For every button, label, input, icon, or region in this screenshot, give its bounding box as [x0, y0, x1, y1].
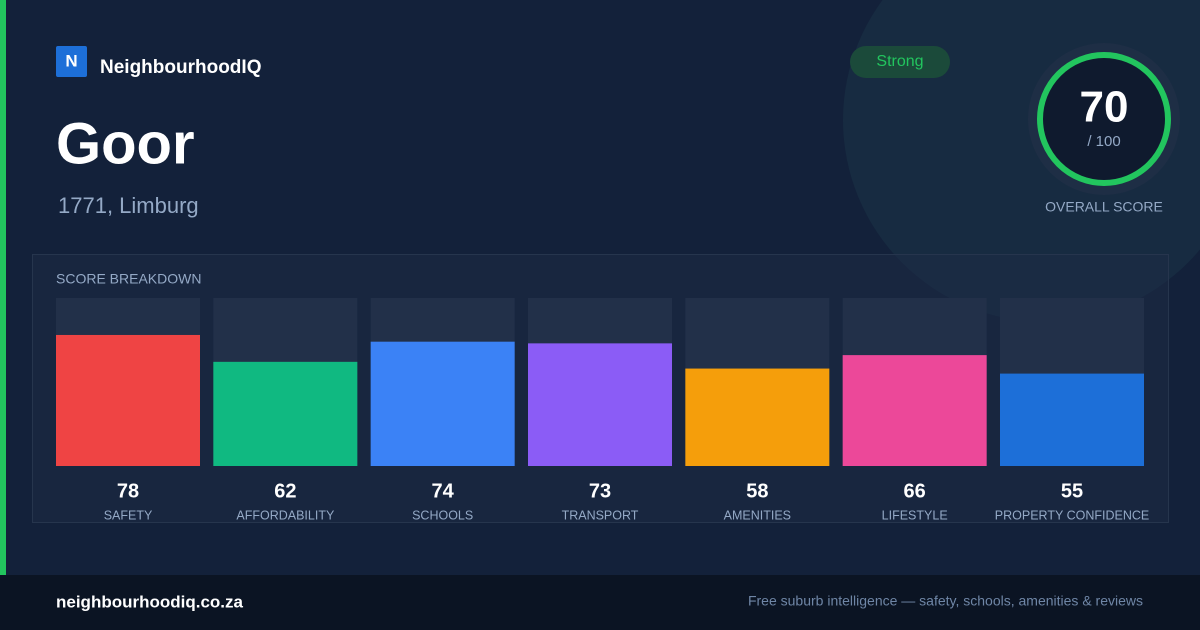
footer [0, 575, 1200, 630]
brand-name: NeighbourhoodIQ [100, 57, 261, 78]
badge-text: Strong [876, 53, 923, 70]
category-label: SAFETY [104, 508, 153, 522]
category-label: PROPERTY CONFIDENCE [995, 508, 1149, 522]
breakdown-title: SCORE BREAKDOWN [56, 271, 201, 287]
bar [1000, 373, 1144, 466]
category-label: AFFORDABILITY [236, 508, 335, 522]
score-value: 70 [1080, 83, 1129, 132]
value-label: 78 [117, 480, 139, 502]
logo-letter: N [65, 51, 77, 70]
bar [528, 343, 672, 466]
value-label: 58 [746, 480, 768, 502]
category-label: AMENITIES [724, 508, 791, 522]
suburb-subtitle: 1771, Limburg [58, 193, 199, 218]
bar [685, 368, 830, 466]
footer-url: neighbourhoodiq.co.za [56, 592, 244, 611]
badge [850, 46, 950, 78]
bar [842, 355, 987, 466]
score-label: OVERALL SCORE [1045, 199, 1163, 215]
category-label: LIFESTYLE [882, 508, 948, 522]
bar [370, 341, 515, 466]
category-label: SCHOOLS [412, 508, 473, 522]
footer-tagline: Free suburb intelligence — safety, schoo… [748, 593, 1143, 609]
value-label: 62 [274, 480, 296, 502]
bar [213, 361, 358, 466]
value-label: 73 [589, 480, 611, 502]
accent-stripe [0, 0, 6, 575]
value-label: 55 [1061, 480, 1083, 502]
category-label: TRANSPORT [562, 508, 639, 522]
suburb-title: Goor [56, 111, 195, 176]
value-label: 66 [904, 480, 926, 502]
score-max: / 100 [1087, 133, 1120, 150]
value-label: 74 [432, 480, 455, 502]
score-ring [1037, 52, 1171, 186]
bar [56, 334, 200, 466]
logo-box [56, 46, 87, 77]
